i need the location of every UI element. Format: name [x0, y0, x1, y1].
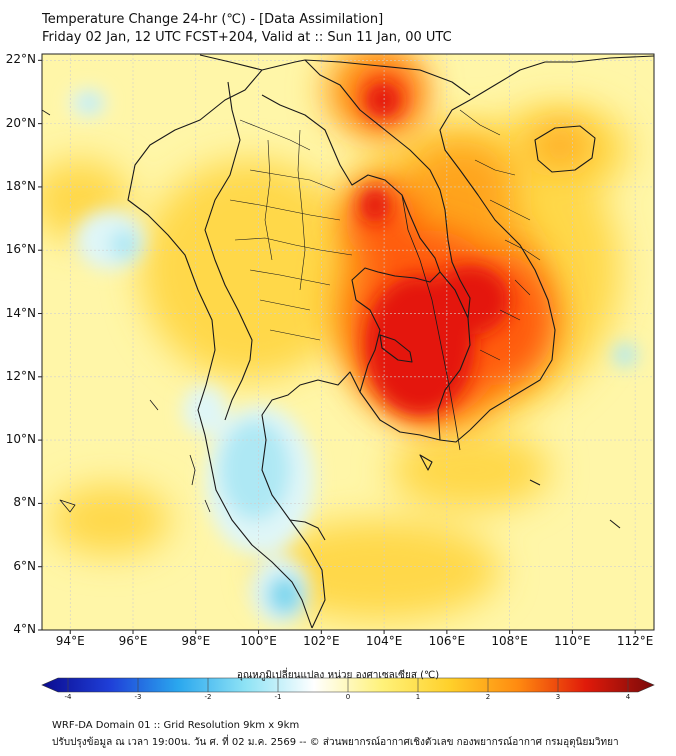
lon-label: 96°E [118, 634, 148, 648]
lat-label: 4°N [13, 622, 36, 636]
footer-credits: ปรับปรุงข้อมูล ณ เวลา 19:00น. วัน ศ. ที่… [52, 737, 619, 748]
border-myanmar-thai [204, 81, 253, 421]
colorbar-tick-label: 2 [485, 693, 491, 701]
lon-label: 98°E [181, 634, 211, 648]
lat-label: 14°N [5, 305, 36, 320]
colorbar-tick-label: 1 [415, 693, 421, 701]
lat-label: 18°N [5, 178, 36, 193]
colorbar-title: อุณหภูมิเปลี่ยนแปลง หน่วย องศาเซลเซียส (… [236, 670, 440, 681]
border-china [199, 54, 471, 96]
border-thai-malaysia [289, 519, 326, 541]
colorbar-tick-label: -1 [274, 693, 282, 701]
footer-model-info: WRF-DA Domain 01 :: Grid Resolution 9km … [52, 720, 300, 731]
river-mekong [401, 194, 461, 451]
temperature-field [42, 54, 654, 630]
map-title: Temperature Change 24-hr (℃) - [Data Ass… [42, 12, 384, 27]
lon-label: 108°E [491, 634, 528, 648]
lon-label: 100°E [240, 634, 277, 648]
lon-label: 112°E [616, 634, 654, 648]
islands-vietnam-south [419, 454, 621, 529]
lon-label: 102°E [303, 634, 340, 648]
gridlines [42, 54, 654, 630]
axis-ticks [38, 59, 636, 634]
lat-label: 8°N [13, 495, 36, 510]
lat-label: 16°N [5, 242, 36, 257]
lon-label: 106°E [428, 634, 466, 648]
coastline-myanmar-peninsula [127, 69, 313, 629]
colorbar-tick-label: 0 [345, 693, 351, 701]
coastline-gulf-of-thailand [261, 371, 471, 629]
lon-label: 94°E [55, 634, 85, 648]
vietnam-province-lines [459, 109, 541, 361]
lat-label: 12°N [5, 368, 36, 383]
lat-label: 6°N [13, 558, 36, 573]
thai-province-lines [229, 119, 353, 341]
lat-label: 20°N [5, 115, 36, 130]
border-laos-vietnam [304, 59, 471, 319]
map-frame [41, 53, 655, 631]
border-cambodia-vietnam [437, 271, 471, 441]
colorbar-tick-label: 3 [555, 693, 561, 701]
lon-label: 110°E [554, 634, 591, 648]
lat-label: 22°N [5, 52, 36, 67]
coastline-vietnam [439, 55, 654, 431]
border-thai-cambodia [355, 299, 381, 393]
colorbar-tick-label: -3 [134, 693, 142, 701]
hainan-island [534, 125, 596, 173]
colorbar-ticks [67, 678, 629, 692]
colorbar-tick-label: 4 [625, 693, 631, 701]
lat-label: 10°N [5, 432, 36, 447]
tonle-sap-lake [379, 334, 413, 363]
border-thai-laos [261, 94, 441, 301]
country-borders [42, 54, 654, 629]
colorbar-tick-label: -4 [64, 693, 72, 701]
islands-andaman [42, 109, 211, 513]
lon-label: 104°E [365, 634, 403, 648]
map-subtitle: Friday 02 Jan, 12 UTC FCST+204, Valid at… [42, 30, 452, 45]
colorbar-tick-label: -2 [204, 693, 212, 701]
